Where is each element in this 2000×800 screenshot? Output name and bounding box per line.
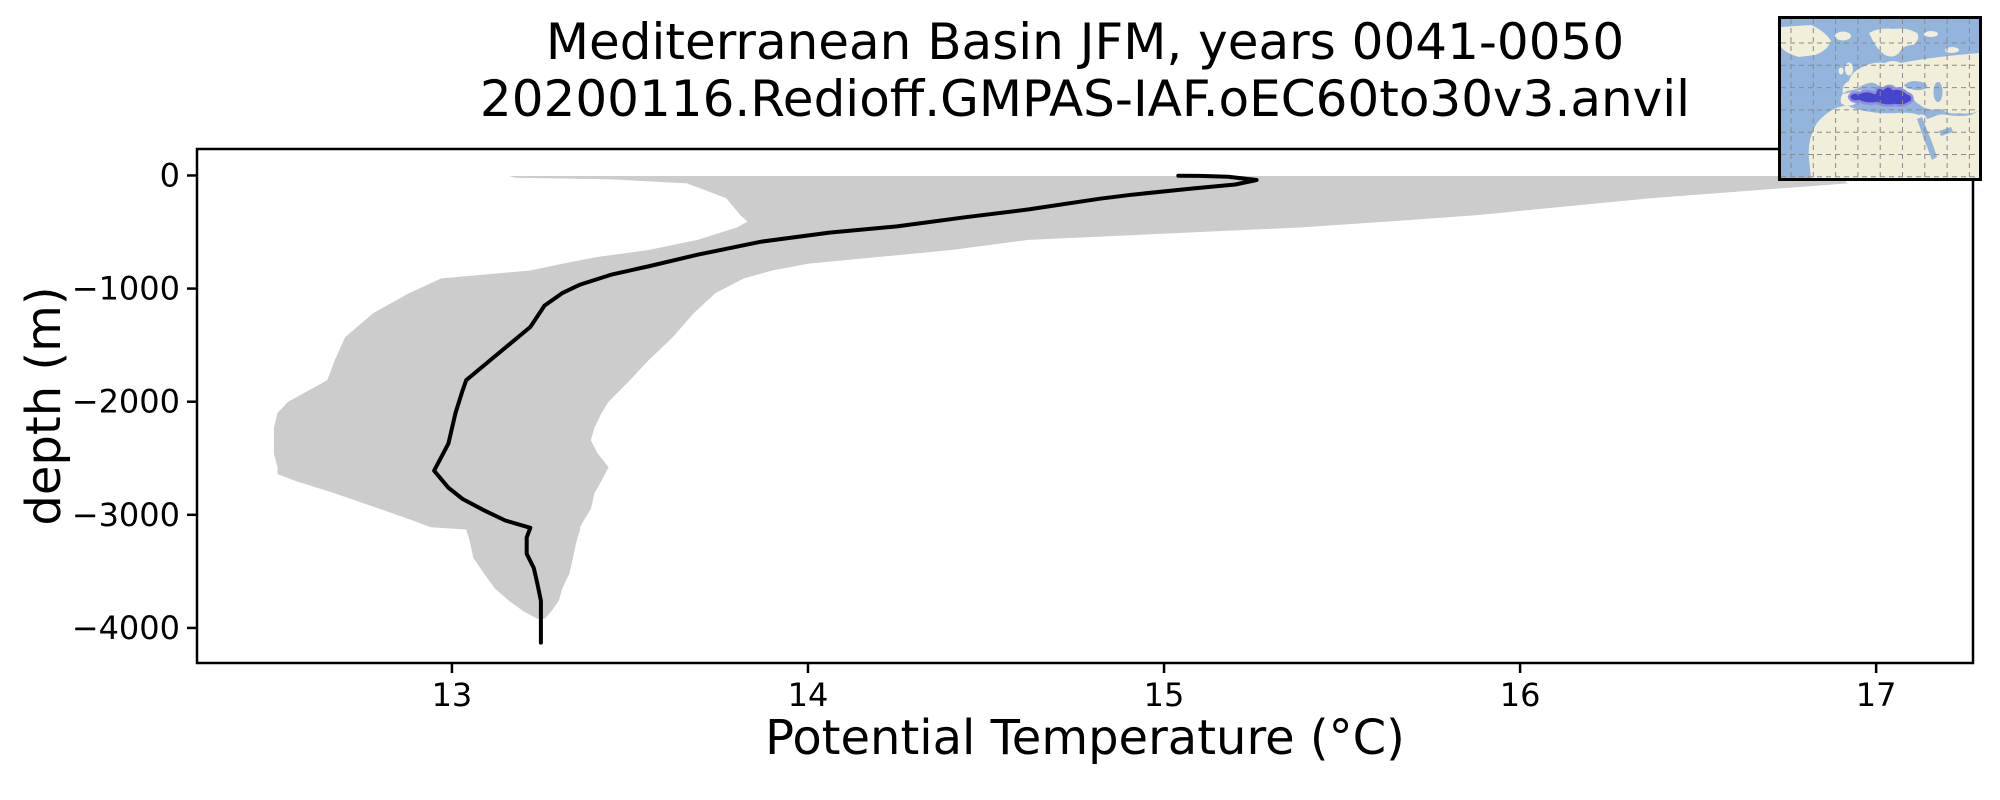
- red-sea: [1917, 117, 1937, 160]
- temperature-profile-line: [432, 173, 1259, 645]
- x-tick-label: 15: [1144, 676, 1185, 714]
- map-gridlines-graticule: [1781, 19, 1979, 178]
- plot-title-block: Mediterranean Basin JFM, years 0041-0050…: [197, 14, 1973, 128]
- minmax-envelope-band: [273, 176, 1848, 619]
- greenland-landmass: [1781, 25, 1831, 57]
- plot-subtitle: 20200116.Redioff.GMPAS-IAF.oEC60to30v3.a…: [479, 70, 1691, 128]
- mediterranean-basin-highlight: [1847, 84, 1914, 107]
- iceland-landmass: [1835, 31, 1851, 41]
- britain-landmass: [1845, 62, 1853, 76]
- y-tick-label: 0: [160, 156, 180, 194]
- mediterranean-locator-map: [1781, 19, 1979, 178]
- persian-gulf: [1939, 127, 1953, 136]
- axes-frame: [195, 147, 1975, 665]
- inset-map: [1778, 16, 1982, 181]
- x-tick-label: 13: [432, 676, 473, 714]
- arctic-island: [1945, 47, 1959, 53]
- x-tick-label: 14: [788, 676, 829, 714]
- y-tick-label: −3000: [72, 496, 180, 534]
- caspian-sea: [1933, 82, 1943, 102]
- arctic-island: [1924, 31, 1938, 37]
- africa-arabia-landmass: [1808, 105, 1979, 178]
- y-tick-label: −2000: [72, 383, 180, 421]
- plot-title: Mediterranean Basin JFM, years 0041-0050: [545, 13, 1625, 71]
- y-tick-label: −4000: [72, 609, 180, 647]
- y-tick-label: −1000: [72, 270, 180, 308]
- ireland-landmass: [1838, 67, 1844, 75]
- x-tick-label: 17: [1856, 676, 1897, 714]
- x-axis-label: Potential Temperature (°C): [765, 710, 1405, 766]
- x-tick-label: 16: [1500, 676, 1541, 714]
